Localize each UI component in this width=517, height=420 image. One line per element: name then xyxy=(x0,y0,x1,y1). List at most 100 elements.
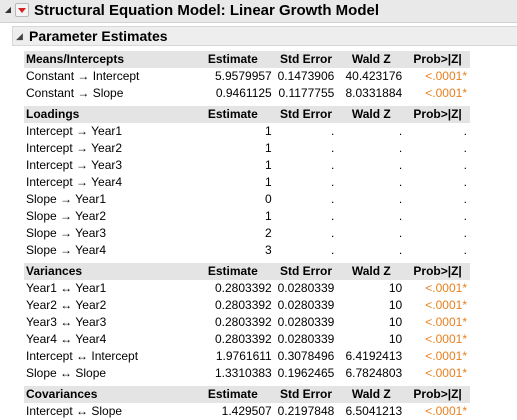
parameter-label: Intercept ↔ Intercept xyxy=(24,348,191,365)
estimate-cell: 1 xyxy=(190,157,275,174)
column-header[interactable]: Estimate xyxy=(190,50,275,68)
estimate-cell: 5.9579957 xyxy=(190,68,275,85)
table-row: Slope → Year2 1... xyxy=(24,208,470,225)
section-header-row: Variances Estimate Std Error Wald Z Prob>|Z| xyxy=(24,262,470,280)
wald-z-cell: 8.0331884 xyxy=(337,85,406,102)
estimate-cell: 1.3310383 xyxy=(190,365,275,382)
estimate-cell: 0 xyxy=(190,191,275,208)
parameter-label: Intercept ↔ Slope xyxy=(24,403,191,420)
column-header[interactable]: Prob>|Z| xyxy=(405,262,470,280)
red-triangle-menu-icon[interactable] xyxy=(15,3,29,17)
std-error-cell: 0.1177755 xyxy=(274,85,338,102)
prob-cell: . xyxy=(405,157,470,174)
table-row: Intercept ↔ Intercept 1.9761611 0.3078496 6… xyxy=(24,348,470,365)
column-header[interactable]: Wald Z xyxy=(337,105,406,123)
table-row: Year2 ↔ Year2 0.2803392 0.0280339 10 <.0001* xyxy=(24,297,470,314)
wald-z-cell: 10 xyxy=(337,314,406,331)
prob-cell: . xyxy=(405,225,470,242)
parameter-label: Constant → Intercept xyxy=(24,68,191,85)
estimate-cell: 1 xyxy=(190,140,275,157)
wald-z-cell: . xyxy=(337,208,406,225)
outer-disclosure-icon[interactable]: ◢ xyxy=(4,5,12,14)
estimate-cell: 3 xyxy=(190,242,275,259)
std-error-cell: . xyxy=(274,123,338,140)
std-error-cell: . xyxy=(274,140,338,157)
table-row: Intercept → Year2 1... xyxy=(24,140,470,157)
table-row: Constant → Slope 0.9461125 0.1177755 8.0331… xyxy=(24,85,470,102)
table-row: Slope ↔ Slope 1.3310383 0.1962465 6.7824803… xyxy=(24,365,470,382)
prob-cell: . xyxy=(405,242,470,259)
section-spacer xyxy=(24,259,470,263)
section-name: Covariances xyxy=(24,385,191,403)
spacer-cell xyxy=(24,382,470,386)
estimate-cell: 0.9461125 xyxy=(190,85,275,102)
parameter-label: Year1 ↔ Year1 xyxy=(24,280,191,297)
table-row: Year3 ↔ Year3 0.2803392 0.0280339 10 <.0001* xyxy=(24,314,470,331)
wald-z-cell: . xyxy=(337,174,406,191)
parameter-estimates-header[interactable]: ◢ Parameter Estimates xyxy=(12,26,517,46)
wald-z-cell: . xyxy=(337,140,406,157)
wald-z-cell: 6.7824803 xyxy=(337,365,406,382)
prob-cell: <.0001* xyxy=(405,314,470,331)
parameter-label: Intercept → Year1 xyxy=(24,123,191,140)
section-header-row: Loadings Estimate Std Error Wald Z Prob>|Z| xyxy=(24,105,470,123)
column-header[interactable]: Std Error xyxy=(274,50,338,68)
wald-z-cell: 40.423176 xyxy=(337,68,406,85)
std-error-cell: . xyxy=(274,242,338,259)
estimate-cell: 1 xyxy=(190,208,275,225)
parameter-label: Year2 ↔ Year2 xyxy=(24,297,191,314)
table-row: Slope → Year1 0... xyxy=(24,191,470,208)
parameter-label: Slope → Year3 xyxy=(24,225,191,242)
section-name: Loadings xyxy=(24,105,191,123)
table-row: Intercept → Year3 1... xyxy=(24,157,470,174)
column-header[interactable]: Wald Z xyxy=(337,385,406,403)
estimate-cell: 0.2803392 xyxy=(190,331,275,348)
prob-cell: . xyxy=(405,191,470,208)
panel-disclosure-icon[interactable]: ◢ xyxy=(16,31,23,41)
section-spacer xyxy=(24,102,470,106)
wald-z-cell: 6.4192413 xyxy=(337,348,406,365)
prob-cell: <.0001* xyxy=(405,331,470,348)
std-error-cell: 0.3078496 xyxy=(274,348,338,365)
prob-cell: . xyxy=(405,123,470,140)
column-header[interactable]: Prob>|Z| xyxy=(405,105,470,123)
table-row: Year4 ↔ Year4 0.2803392 0.0280339 10 <.0001* xyxy=(24,331,470,348)
parameter-label: Slope → Year2 xyxy=(24,208,191,225)
column-header[interactable]: Estimate xyxy=(190,262,275,280)
prob-cell: <.0001* xyxy=(405,403,470,420)
estimate-cell: 1.9761611 xyxy=(190,348,275,365)
table-row: Slope → Year4 3... xyxy=(24,242,470,259)
wald-z-cell: . xyxy=(337,191,406,208)
wald-z-cell: . xyxy=(337,123,406,140)
wald-z-cell: . xyxy=(337,242,406,259)
prob-cell: <.0001* xyxy=(405,280,470,297)
column-header[interactable]: Prob>|Z| xyxy=(405,385,470,403)
estimate-cell: 1 xyxy=(190,174,275,191)
prob-cell: . xyxy=(405,208,470,225)
std-error-cell: 0.0280339 xyxy=(274,297,338,314)
wald-z-cell: 10 xyxy=(337,280,406,297)
section-name: Variances xyxy=(24,262,191,280)
parameter-label: Slope ↔ Slope xyxy=(24,365,191,382)
report-header: ◢ Structural Equation Model: Linear Grow… xyxy=(0,0,517,23)
column-header[interactable]: Std Error xyxy=(274,105,338,123)
parameter-label: Slope → Year4 xyxy=(24,242,191,259)
column-header[interactable]: Estimate xyxy=(190,385,275,403)
table-row: Constant → Intercept 5.9579957 0.1473906 40… xyxy=(24,68,470,85)
column-header[interactable]: Prob>|Z| xyxy=(405,50,470,68)
column-header[interactable]: Std Error xyxy=(274,262,338,280)
column-header[interactable]: Wald Z xyxy=(337,50,406,68)
column-header[interactable]: Wald Z xyxy=(337,262,406,280)
column-header[interactable]: Estimate xyxy=(190,105,275,123)
column-header[interactable]: Std Error xyxy=(274,385,338,403)
parameter-label: Year4 ↔ Year4 xyxy=(24,331,191,348)
parameter-label: Year3 ↔ Year3 xyxy=(24,314,191,331)
section-spacer xyxy=(24,382,470,386)
parameter-label: Slope → Year1 xyxy=(24,191,191,208)
std-error-cell: . xyxy=(274,174,338,191)
prob-cell: <.0001* xyxy=(405,365,470,382)
wald-z-cell: 10 xyxy=(337,297,406,314)
std-error-cell: . xyxy=(274,225,338,242)
estimate-cell: 0.2803392 xyxy=(190,297,275,314)
